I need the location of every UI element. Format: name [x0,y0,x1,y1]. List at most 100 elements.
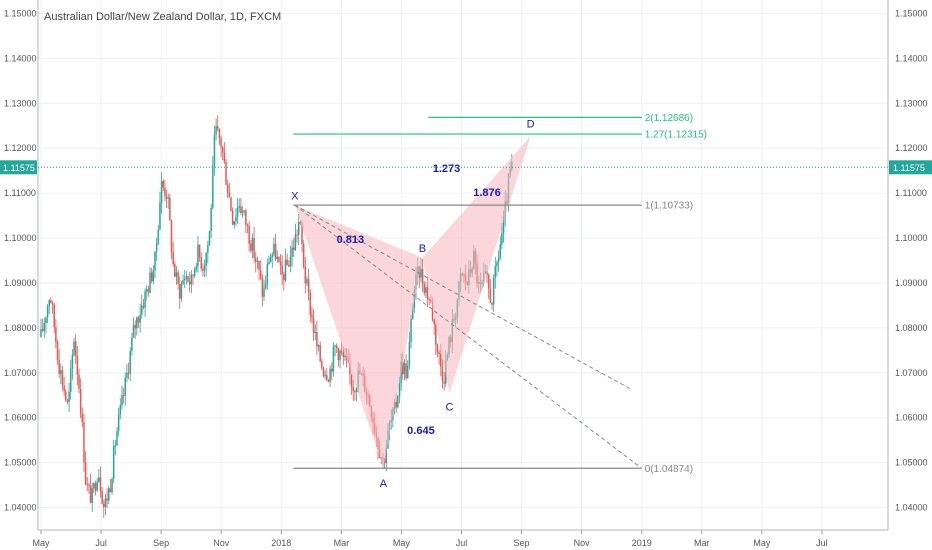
candle-body [296,234,298,236]
candle-body [157,229,160,244]
candle-body [88,484,90,486]
candle-body [263,288,265,297]
y-tick-label-right: 1.12000 [895,143,928,153]
y-tick-label-left: 1.11000 [4,188,36,198]
y-tick-label-left: 1.05000 [4,458,37,468]
candle-body [142,305,145,308]
candle-body [251,237,254,251]
candle-body [236,207,239,217]
candle-body [182,280,184,285]
candle-body [397,395,399,408]
candle-body [114,445,117,447]
candle-body [324,375,326,377]
candle-body [497,257,500,263]
candle-body [215,126,217,135]
candle-body [177,272,179,285]
candle-body [230,197,232,211]
pattern-triangle-xab[interactable] [294,205,423,469]
candle-body [131,337,133,352]
candle-body [217,126,219,129]
candle-body [273,243,275,255]
fib-level-label: 2(1.12686) [645,113,693,124]
candle-body [301,223,303,244]
candle-body [170,220,173,253]
candle-body [121,395,123,406]
y-tick-label-right: 1.14000 [895,53,928,63]
dashed-line[interactable] [294,204,643,469]
candle-body [240,206,242,214]
candle-body [139,314,141,323]
candle-body [96,481,98,491]
candle-body [314,331,316,334]
harmonic-pattern[interactable]: X A B C D 0.813 0.645 1.273 1.876 [291,119,643,490]
y-tick-label-right: 1.11000 [895,188,927,198]
candle-body [83,422,85,463]
candle-body [60,370,62,374]
fib-levels[interactable]: 0(1.04874) 1(1.10733) 1.27(1.12315) 2(1.126… [293,113,707,475]
candle-body [169,197,171,221]
candle-body [74,341,77,357]
candle-body [104,498,107,507]
candle-body [425,287,427,294]
candle-body [89,485,92,503]
x-tick-label: Mar [334,538,350,548]
candle-body [164,187,166,197]
candle-body [48,300,51,307]
candle-body [294,234,297,250]
candle-body [411,308,414,319]
candle-body [179,284,181,299]
candle-body [255,257,257,262]
y-tick-label-left: 1.07000 [4,368,37,378]
candle-body [431,301,434,320]
candle-body [339,350,341,361]
candle-body [329,368,331,382]
candle-body [496,262,498,267]
y-tick-label-right: 1.05000 [895,458,928,468]
candle-body [134,325,136,329]
dashed-line[interactable] [294,204,630,389]
candle-body [334,345,336,347]
candle-body [441,366,444,382]
candles [40,115,513,518]
pattern-point-label: D [527,119,535,131]
candle-body [492,277,495,305]
candle-body [293,247,295,250]
candle-body [228,192,231,198]
candle-body [258,261,260,271]
candle-body [208,231,211,246]
candle-body [355,387,358,393]
candle-body [76,356,79,375]
candle-body [283,274,285,281]
x-tick-label: Mar [694,538,710,548]
y-tick-label-left: 1.10000 [4,233,37,243]
candle-body [94,483,97,491]
fib-level-label: 1.27(1.12315) [645,130,707,141]
candle-body [327,379,330,382]
y-tick-label-right: 1.06000 [895,413,928,423]
candle-body [430,299,432,302]
candle-body [127,372,130,374]
pattern-triangle-bcd[interactable] [422,136,531,394]
candle-body [319,345,321,362]
candle-body [63,385,65,392]
y-tick-label-left: 1.08000 [4,323,37,333]
candle-body [402,361,404,375]
candle-body [223,152,226,162]
candle-body [149,272,151,293]
candle-body [46,306,49,318]
candle-body [175,272,178,277]
candle-body [81,413,84,423]
candle-body [420,269,422,278]
x-tick-label: 2019 [632,538,652,548]
candle-body [195,266,198,270]
candle-body [187,276,189,282]
x-tick-label: May [753,538,771,548]
candle-body [205,252,207,266]
candle-body [330,368,333,372]
candle-body [61,370,64,386]
candle-body [68,391,70,402]
candle-body [264,283,267,289]
candle-body [150,272,153,282]
